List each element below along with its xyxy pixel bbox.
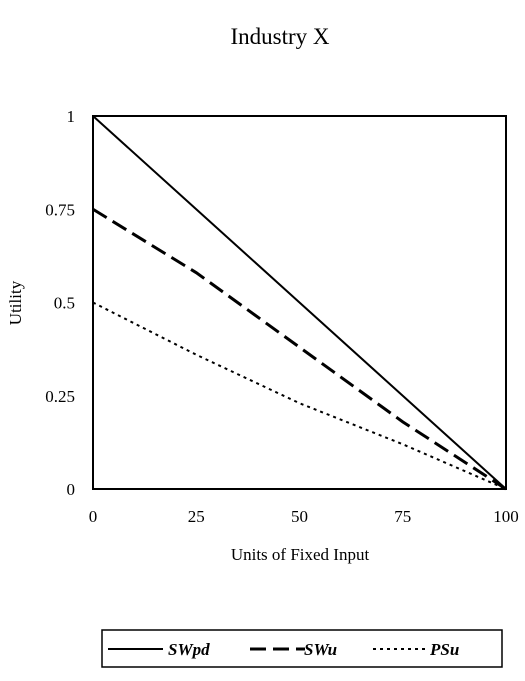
x-tick-label: 50 <box>291 507 308 526</box>
series-line-psu <box>92 301 507 490</box>
legend: SWpd SWu PSu <box>101 629 503 668</box>
chart-title: Industry X <box>230 24 329 49</box>
y-tick-label: 0 <box>67 480 76 499</box>
y-axis-title: Utility <box>6 280 25 325</box>
legend-label-psu: PSu <box>429 640 459 659</box>
series-line-swpd <box>92 115 507 490</box>
x-tick-label: 25 <box>188 507 205 526</box>
x-tick-label: 100 <box>493 507 519 526</box>
y-tick-label: 0.5 <box>54 294 75 313</box>
series-layer <box>92 115 507 491</box>
series-line-swu <box>92 207 507 491</box>
x-tick-label: 0 <box>89 507 98 526</box>
legend-label-swu: SWu <box>304 640 337 659</box>
legend-box <box>101 629 503 668</box>
legend-label-swpd: SWpd <box>168 640 210 659</box>
x-axis-title: Units of Fixed Input <box>231 545 370 564</box>
tick-layer: 0 25 50 75 100 0 0.25 0.5 0.75 1 <box>45 107 519 526</box>
y-tick-label: 0.25 <box>45 387 75 406</box>
y-tick-label: 0.75 <box>45 200 75 219</box>
x-tick-label: 75 <box>394 507 411 526</box>
y-tick-label: 1 <box>67 107 76 126</box>
